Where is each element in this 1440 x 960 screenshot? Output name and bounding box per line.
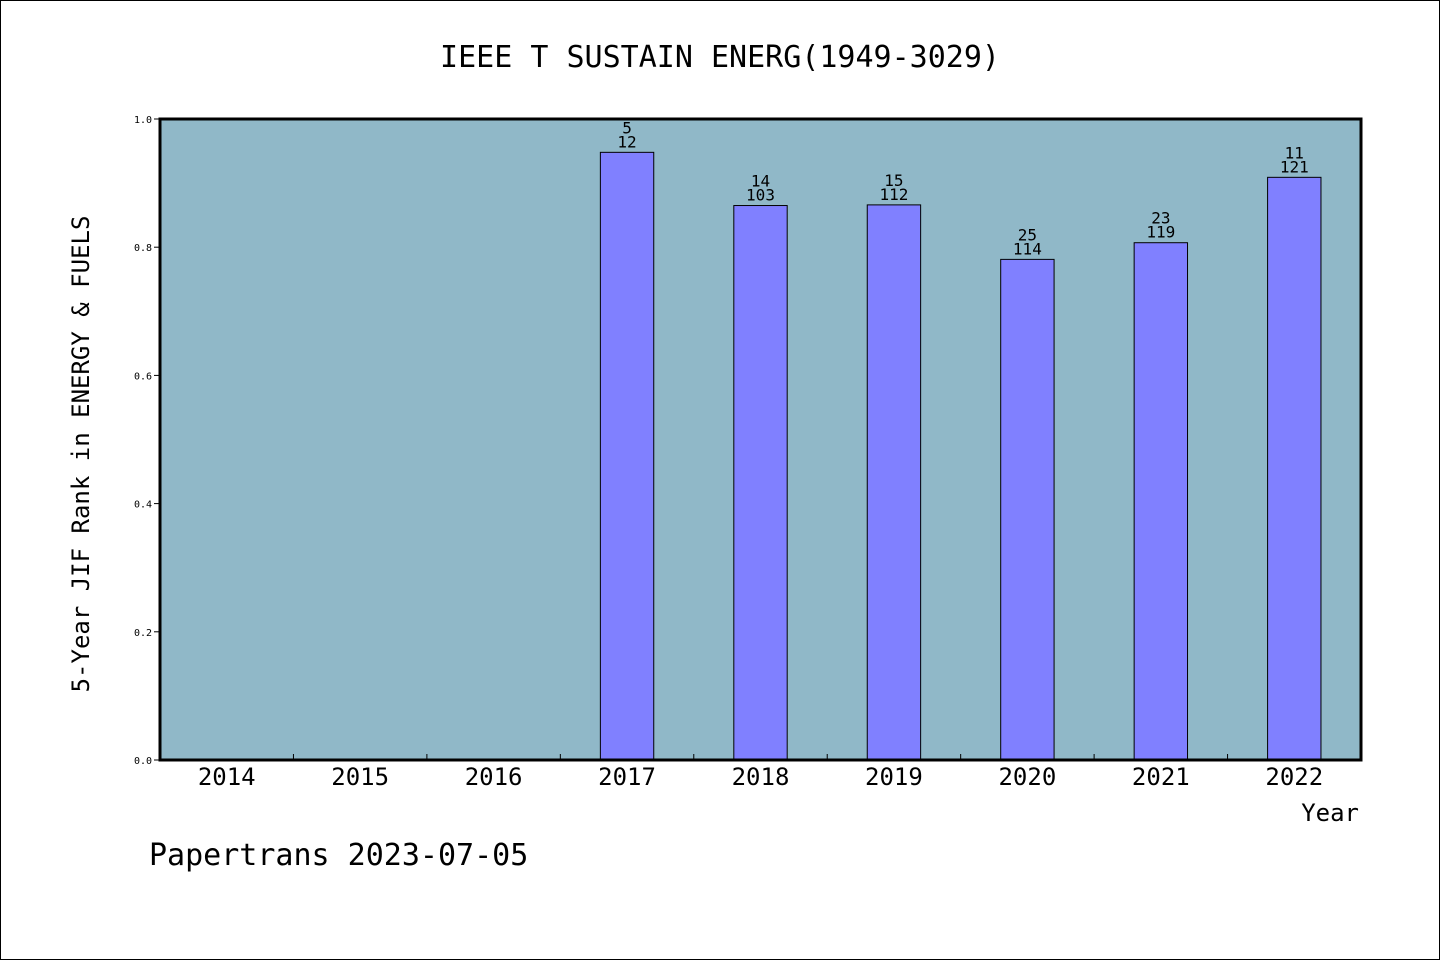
y-tick-label: 1.0 bbox=[134, 115, 152, 126]
y-tick-label: 0.6 bbox=[134, 371, 152, 382]
chart-title: IEEE T SUSTAIN ENERG(1949-3029) bbox=[440, 40, 1000, 75]
y-tick-label: 0.8 bbox=[134, 243, 152, 254]
bar-rank-label: 11 bbox=[1285, 143, 1304, 162]
bar-rank-label: 23 bbox=[1151, 209, 1170, 228]
bar-rank-label: 25 bbox=[1018, 225, 1037, 244]
bar-total-label: 103 bbox=[746, 186, 775, 205]
y-tick-label: 0.2 bbox=[134, 628, 152, 639]
bar-rank-label: 5 bbox=[622, 118, 632, 137]
x-tick-label: 2016 bbox=[465, 763, 523, 791]
bar-rank-label: 14 bbox=[751, 172, 770, 191]
x-axis: 2014 2015 2016 2017 2018 2019 2020 2021 2022 bbox=[198, 754, 1323, 791]
bar-total-label: 121 bbox=[1280, 157, 1309, 176]
bar-total-label: 119 bbox=[1146, 223, 1175, 242]
bar-rank-label: 15 bbox=[884, 171, 903, 190]
y-axis: 0.0 0.2 0.4 0.6 0.8 1.0 bbox=[134, 115, 160, 767]
footer-credit: Papertrans 2023-07-05 bbox=[149, 838, 528, 873]
bar-2018 bbox=[733, 205, 788, 761]
bar-2020 bbox=[1000, 258, 1055, 761]
x-tick-label: 2017 bbox=[598, 763, 656, 791]
bar-2021 bbox=[1133, 242, 1189, 761]
bar-total-label: 112 bbox=[879, 185, 908, 204]
y-tick-label: 0.0 bbox=[134, 756, 152, 767]
x-axis-label: Year bbox=[1301, 799, 1359, 827]
x-tick-label: 2021 bbox=[1132, 763, 1190, 791]
x-tick-label: 2019 bbox=[865, 763, 923, 791]
bar-2017 bbox=[599, 151, 655, 761]
y-tick-label: 0.4 bbox=[134, 500, 152, 511]
x-tick-label: 2015 bbox=[331, 763, 389, 791]
bar-total-label: 114 bbox=[1013, 239, 1042, 258]
x-tick-label: 2018 bbox=[732, 763, 790, 791]
x-tick-label: 2014 bbox=[198, 763, 256, 791]
bar-2019 bbox=[866, 204, 922, 761]
x-tick-label: 2020 bbox=[998, 763, 1056, 791]
bar-total-label: 12 bbox=[617, 132, 636, 151]
bar-2022 bbox=[1267, 176, 1322, 761]
x-tick-label: 2022 bbox=[1265, 763, 1323, 791]
y-axis-label: 5-Year JIF Rank in ENERGY & FUELS bbox=[67, 216, 95, 693]
plot-border bbox=[158, 117, 1363, 762]
